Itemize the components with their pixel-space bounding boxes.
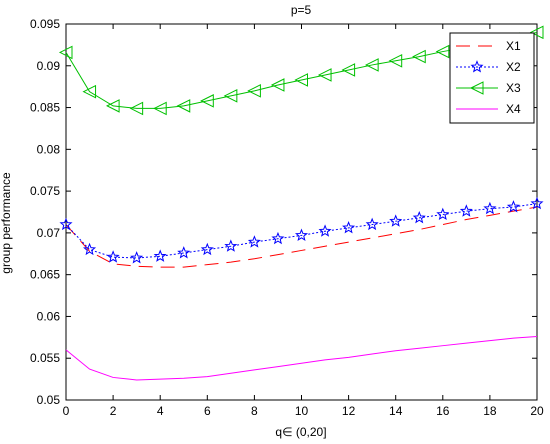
legend: X1 X2 X3 X4	[449, 32, 535, 124]
legend-label: X1	[506, 39, 521, 53]
data-point-star	[153, 249, 167, 262]
data-point-triangle	[82, 84, 97, 99]
data-point-triangle	[176, 99, 191, 113]
data-point-star	[247, 235, 261, 248]
data-point-triangle	[317, 68, 332, 82]
y-axis-label: group performance	[0, 172, 13, 274]
x-tick-label: 14	[389, 404, 403, 418]
data-point-triangle	[365, 58, 379, 72]
data-point-star	[83, 242, 97, 256]
data-point-star	[224, 239, 238, 252]
data-point-triangle	[469, 81, 484, 95]
data-point-star	[412, 210, 426, 224]
data-point-star	[271, 231, 285, 245]
data-point-triangle	[129, 101, 144, 116]
data-point-star	[530, 196, 544, 210]
data-point-triangle	[58, 45, 73, 60]
legend-label: X2	[506, 60, 521, 74]
data-point-star	[106, 250, 120, 263]
x-tick-label: 2	[110, 404, 117, 418]
y-tick-label: 0.08	[37, 142, 61, 156]
y-tick-label: 0.05	[37, 393, 61, 407]
y-tick-label: 0.065	[30, 268, 60, 282]
series-line	[65, 203, 538, 259]
x-axis: 0 2 4 6 8 10 12 14 16 18 20	[63, 24, 544, 418]
data-point-triangle	[223, 89, 238, 103]
data-point-star	[483, 201, 497, 215]
legend-label: X4	[506, 102, 521, 116]
data-point-star	[294, 228, 309, 241]
x-tick-label: 16	[436, 404, 450, 418]
x-tick-label: 6	[204, 404, 211, 418]
y-axis: 0.05 0.055 0.06 0.065 0.07 0.075 0.08 0.085 0.09…	[30, 17, 537, 407]
data-point-star	[177, 246, 191, 259]
y-tick-label: 0.095	[30, 17, 60, 31]
data-point-triangle	[105, 99, 120, 113]
legend-item-x2: X2	[456, 60, 521, 74]
series-x4	[65, 336, 538, 381]
x-tick-label: 18	[483, 404, 497, 418]
data-point-star	[365, 217, 379, 231]
x-tick-label: 8	[251, 404, 258, 418]
data-point-triangle	[153, 101, 167, 116]
data-point-star	[200, 242, 214, 256]
data-point-triangle	[412, 49, 426, 64]
y-tick-label: 0.075	[30, 184, 60, 198]
x-tick-label: 20	[530, 404, 544, 418]
data-point-triangle	[435, 44, 450, 59]
data-point-star	[342, 221, 356, 234]
data-point-triangle	[294, 73, 308, 87]
legend-box	[449, 32, 535, 124]
x-tick-label: 4	[157, 404, 164, 418]
y-tick-label: 0.09	[37, 59, 61, 73]
data-point-star	[470, 60, 484, 73]
data-point-triangle	[388, 53, 403, 68]
series-x1	[65, 206, 538, 268]
legend-item-x4: X4	[456, 102, 521, 116]
x-tick-label: 0	[63, 404, 70, 418]
data-point-triangle	[529, 25, 544, 40]
y-tick-label: 0.055	[30, 351, 60, 365]
series-line	[65, 336, 538, 381]
data-point-triangle	[200, 94, 214, 108]
x-tick-label: 12	[342, 404, 356, 418]
data-point-star	[436, 207, 450, 221]
data-point-star	[459, 204, 473, 217]
x-axis-label: q∈ (0,20]	[275, 425, 326, 439]
series-x2	[59, 196, 544, 264]
data-point-triangle	[270, 78, 285, 92]
data-point-star	[506, 200, 520, 213]
legend-item-x3: X3	[456, 81, 521, 95]
y-tick-label: 0.06	[37, 309, 61, 323]
legend-item-x1: X1	[456, 39, 521, 53]
chart-title: p=5	[291, 3, 312, 17]
legend-label: X3	[506, 81, 521, 95]
data-point-triangle	[341, 63, 356, 77]
series-line	[65, 206, 538, 268]
data-point-star	[389, 214, 403, 227]
y-tick-label: 0.07	[37, 226, 61, 240]
data-point-star	[130, 251, 144, 264]
data-point-triangle	[247, 84, 261, 98]
y-tick-label: 0.085	[30, 101, 60, 115]
data-point-star	[59, 217, 73, 231]
x-tick-label: 10	[295, 404, 309, 418]
data-point-star	[318, 224, 332, 237]
